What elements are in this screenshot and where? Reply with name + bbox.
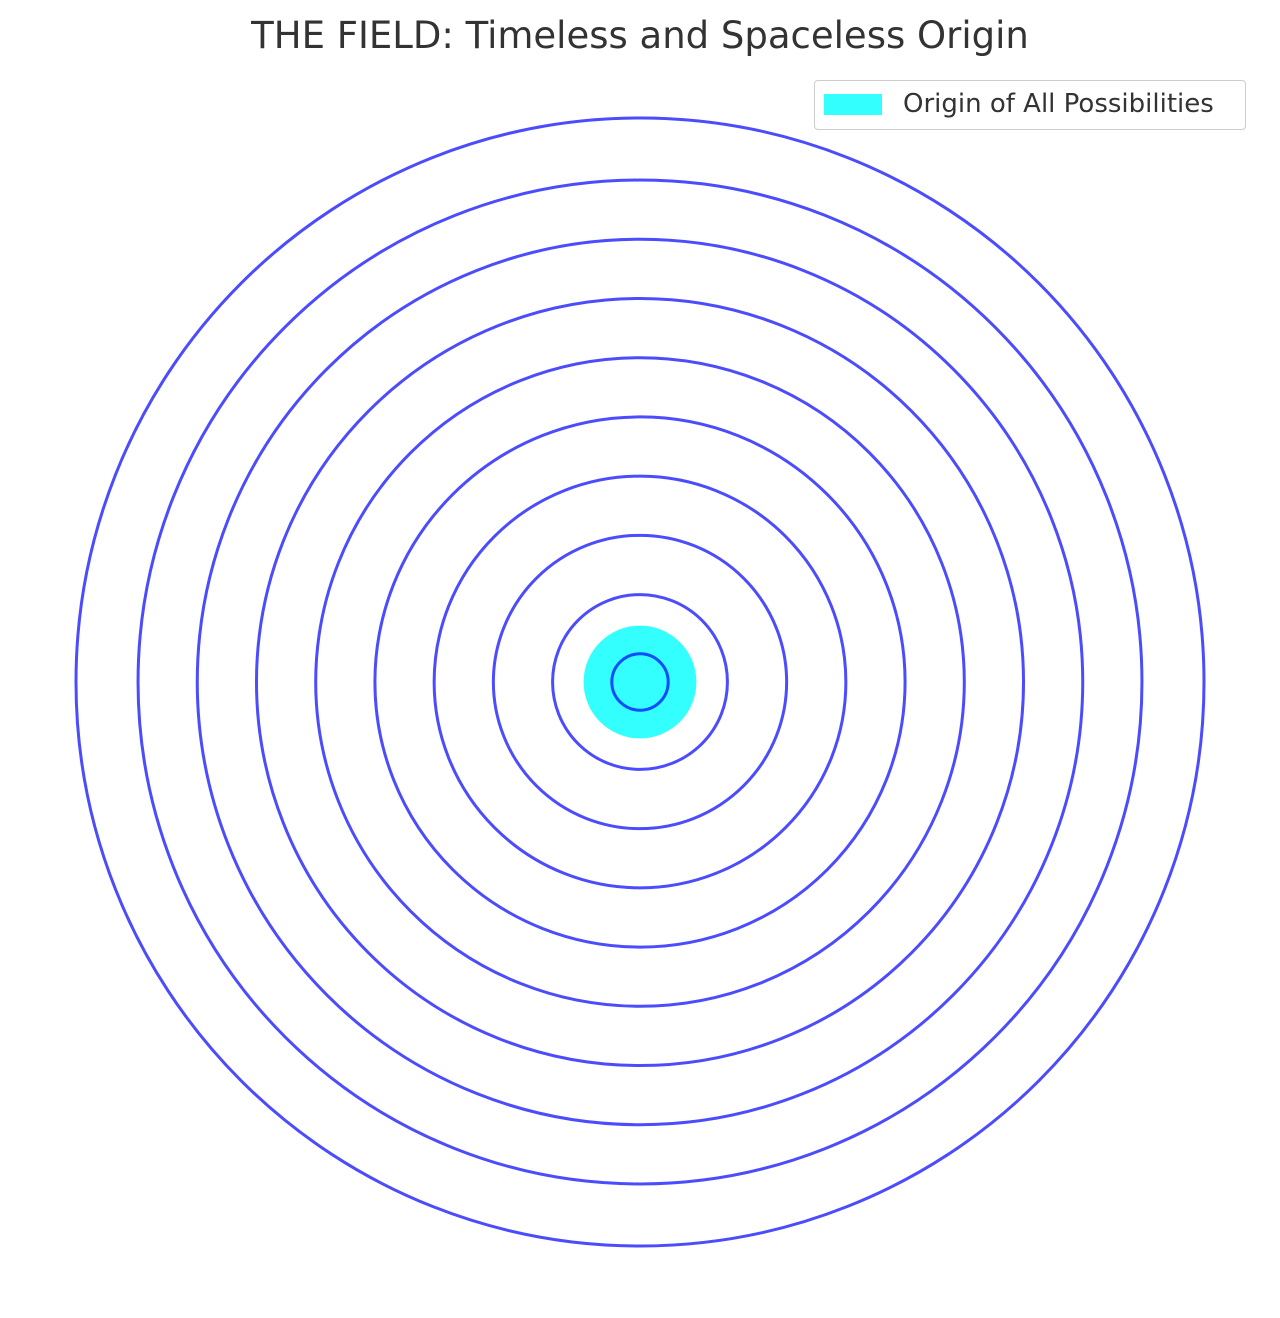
ring-8 (195, 237, 1085, 1127)
ring-4 (432, 474, 848, 890)
ring-10 (74, 116, 1206, 1248)
ring-5 (373, 415, 907, 949)
rings-layer (74, 116, 1206, 1248)
origin-disc (583, 625, 697, 739)
legend-swatch-origin (824, 94, 882, 115)
chart-title: THE FIELD: Timeless and Spaceless Origin (251, 14, 1029, 57)
origin-disc-layer (583, 625, 697, 739)
legend: Origin of All Possibilities (814, 80, 1246, 130)
legend-label-origin: Origin of All Possibilities (903, 89, 1214, 119)
ring-7 (254, 296, 1026, 1068)
ring-1 (610, 652, 670, 712)
ring-6 (314, 356, 966, 1008)
ring-9 (136, 178, 1144, 1186)
ring-3 (491, 533, 789, 831)
ring-2 (551, 593, 729, 771)
